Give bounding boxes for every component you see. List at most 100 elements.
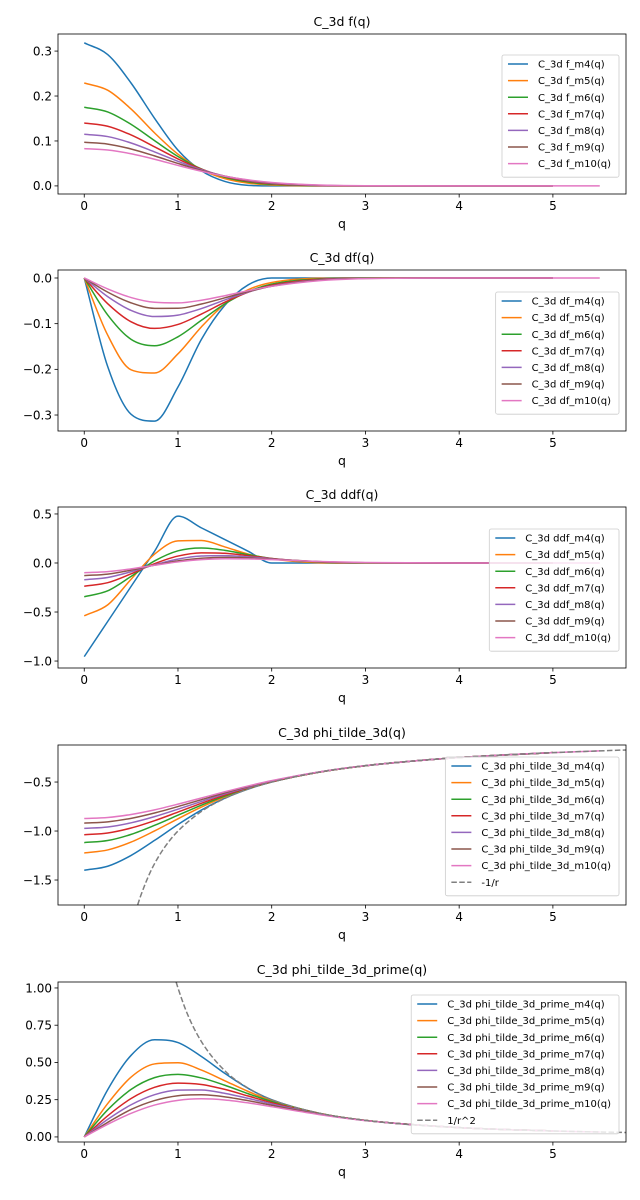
legend-item: C_3d df_m4(q): [501, 297, 605, 308]
y-tick-label: −1.0: [23, 654, 52, 668]
legend-label: C_3d phi_tilde_3d_m8(q): [481, 828, 604, 839]
x-tick-label: 0: [80, 199, 88, 213]
x-tick-label: 4: [455, 910, 463, 924]
x-tick-label: 0: [80, 673, 88, 687]
series-line-5: [84, 133, 553, 187]
legend-label: -1/r: [481, 878, 499, 889]
legend-item: C_3d phi_tilde_3d_prime_m8(q): [417, 1066, 605, 1077]
y-tick-label: 0.0: [33, 179, 52, 193]
series-line-6: [83, 277, 553, 310]
subplot-1: C_3d f(q) 0 1 2 3 4 5 0.0 0.1 0.2 0.3 q C_3d f_m4(q)…: [33, 14, 627, 231]
axes-frame: [57, 744, 627, 906]
legend-item: C_3d ddf_m5(q): [495, 550, 605, 561]
legend-label: C_3d phi_tilde_3d_prime_m7(q): [447, 1049, 605, 1060]
y-tick-label: 1.00: [25, 981, 52, 995]
x-tick-label: 1: [174, 673, 182, 687]
legend-item: C_3d ddf_m8(q): [495, 600, 605, 611]
x-tick-label: 2: [268, 199, 276, 213]
y-tick-label: 0.0: [33, 556, 52, 570]
y-tick-label: 0.3: [33, 44, 52, 58]
legend-item: C_3d phi_tilde_3d_prime_m5(q): [417, 1016, 605, 1027]
legend-label: C_3d ddf_m6(q): [525, 567, 604, 578]
x-tick-label: 5: [549, 673, 557, 687]
legend-item: C_3d f_m5(q): [507, 76, 605, 87]
legend-label: C_3d df_m7(q): [532, 346, 605, 357]
legend-box: [444, 756, 620, 897]
legend-item: C_3d ddf_m9(q): [495, 617, 605, 628]
legend-item: C_3d phi_tilde_3d_prime_m9(q): [417, 1083, 605, 1094]
legend-label: C_3d df_m6(q): [532, 330, 605, 341]
legend-item: C_3d phi_tilde_3d_m10(q): [451, 861, 611, 872]
x-axis-label: q: [338, 927, 346, 942]
legend-item: C_3d df_m10(q): [501, 396, 611, 407]
legend-label: C_3d phi_tilde_3d_prime_m10(q): [447, 1099, 611, 1110]
legend-item: C_3d f_m4(q): [507, 60, 605, 71]
series-line-7: [84, 147, 600, 187]
legend-label: C_3d ddf_m8(q): [525, 600, 604, 611]
series-line-1: [83, 42, 553, 187]
legend: C_3d phi_tilde_3d_m4(q) C_3d phi_tilde_3d…: [444, 756, 620, 897]
chart-title: C_3d phi_tilde_3d_prime(q): [257, 962, 427, 977]
x-tick-label: 1: [174, 910, 182, 924]
y-tick-label: −0.2: [23, 363, 52, 377]
x-tick-label: 0: [80, 1147, 88, 1161]
series-line-1: [83, 515, 553, 658]
legend-item: C_3d phi_tilde_3d_m5(q): [451, 778, 605, 789]
legend-item: C_3d df_m7(q): [501, 346, 605, 357]
x-tick-label: 2: [268, 910, 276, 924]
y-tick-label: 0.00: [25, 1130, 52, 1144]
series-line-6: [84, 556, 553, 577]
legend-item: C_3d phi_tilde_3d_m4(q): [451, 762, 605, 773]
x-axis-label: q: [338, 1164, 346, 1179]
y-tick-label: 0.1: [33, 134, 52, 148]
subplot-2: C_3d df(q) 0 1 2 3 4 5 0.0 −0.1 −0.2 −0.3 q C_3d df_…: [23, 250, 627, 468]
x-tick-label: 1: [174, 436, 182, 450]
legend-label: C_3d df_m5(q): [532, 313, 605, 324]
legend-label: C_3d phi_tilde_3d_prime_m6(q): [447, 1033, 605, 1044]
legend: C_3d f_m4(q) C_3d f_m5(q) C_3d f_m6(q) C_3d…: [501, 54, 620, 178]
legend-label: C_3d phi_tilde_3d_m10(q): [481, 861, 611, 872]
x-axis-label: q: [338, 453, 346, 468]
series-line-7: [83, 277, 600, 304]
legend-item: C_3d df_m6(q): [501, 330, 605, 341]
legend-item: C_3d f_m7(q): [507, 109, 605, 120]
chart-title: C_3d phi_tilde_3d(q): [278, 725, 406, 740]
legend-item: C_3d ddf_m6(q): [495, 567, 605, 578]
series-line-3: [84, 547, 553, 598]
legend-label: C_3d f_m6(q): [538, 93, 605, 104]
x-tick-label: 2: [268, 1147, 276, 1161]
x-tick-label: 4: [455, 1147, 463, 1161]
x-tick-label: 2: [268, 673, 276, 687]
plot-area: [83, 515, 600, 658]
chart-title: C_3d f(q): [314, 14, 371, 29]
legend-item: C_3d df_m5(q): [501, 313, 605, 324]
x-tick-label: 3: [362, 199, 370, 213]
series-line-8: [136, 749, 626, 905]
legend-label: C_3d phi_tilde_3d_m6(q): [481, 795, 604, 806]
series-line-1: [83, 277, 553, 422]
legend-label: C_3d phi_tilde_3d_m7(q): [481, 811, 604, 822]
series-line-5: [84, 554, 553, 581]
legend-box: [495, 291, 620, 415]
y-tick-label: −0.3: [23, 408, 52, 422]
legend-label: C_3d ddf_m9(q): [525, 617, 604, 628]
legend-item: C_3d phi_tilde_3d_m9(q): [451, 845, 605, 856]
axes-frame: [57, 269, 627, 432]
legend-item: C_3d df_m8(q): [501, 363, 605, 374]
legend-item: C_3d f_m10(q): [507, 159, 611, 170]
legend-label: C_3d f_m8(q): [538, 126, 605, 137]
legend-label: C_3d phi_tilde_3d_m9(q): [481, 845, 604, 856]
subplot-3: C_3d ddf(q) 0 1 2 3 4 5 0.5 0.0 −0.5 −1.0 q C_3d ddf…: [23, 487, 627, 705]
legend-label: C_3d ddf_m5(q): [525, 550, 604, 561]
axes-frame: [57, 981, 627, 1143]
x-tick-label: 5: [549, 910, 557, 924]
x-axis-label: q: [338, 690, 346, 705]
y-tick-label: −1.5: [23, 873, 52, 887]
y-tick-label: 0.50: [25, 1056, 52, 1070]
series-line-2: [83, 277, 553, 374]
legend-label: C_3d df_m10(q): [532, 396, 611, 407]
legend-label: C_3d ddf_m10(q): [525, 633, 611, 644]
legend-label: C_3d df_m8(q): [532, 363, 605, 374]
y-tick-label: −1.0: [23, 824, 52, 838]
